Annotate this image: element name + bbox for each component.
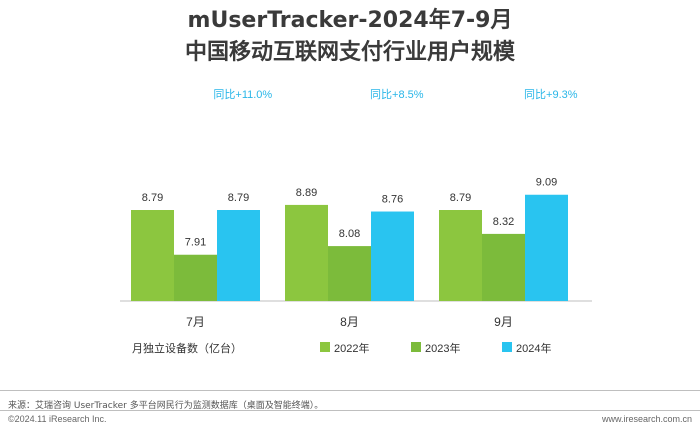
bar-9月-2022年: [439, 210, 482, 301]
growth-label-9月: 同比+9.3%: [524, 88, 578, 101]
value-label-9月-2022年: 8.79: [450, 192, 471, 204]
chart-title-line1: mUserTracker-2024年7-9月: [187, 8, 513, 33]
value-label-9月-2024年: 9.09: [536, 177, 557, 189]
y-axis-label: 月独立设备数（亿台）: [132, 341, 242, 355]
bar-8月-2023年: [328, 246, 371, 301]
growth-label-7月: 同比+11.0%: [213, 88, 272, 101]
category-label-7月: 7月: [186, 315, 205, 329]
bar-7月-2024年: [217, 210, 260, 301]
legend-label-2023年: 2023年: [425, 341, 460, 355]
legend-label-2022年: 2022年: [334, 341, 369, 355]
value-label-9月-2023年: 8.32: [493, 216, 514, 228]
value-label-7月-2023年: 7.91: [185, 237, 206, 249]
bar-9月-2023年: [482, 233, 525, 301]
bar-7月-2022年: [131, 210, 174, 301]
bar-8月-2024年: [371, 211, 414, 301]
value-label-8月-2022年: 8.89: [296, 187, 317, 199]
growth-label-8月: 同比+8.5%: [370, 88, 424, 101]
legend-swatch-2023年: [411, 342, 421, 352]
legend-swatch-2024年: [502, 342, 512, 352]
chart-title-line2: 中国移动互联网支付行业用户规模: [184, 40, 515, 65]
footer-divider-bottom: [0, 410, 700, 411]
legend-label-2024年: 2024年: [516, 341, 551, 355]
legend-swatch-2022年: [320, 342, 330, 352]
bar-9月-2024年: [525, 194, 568, 301]
footer-divider-top: [0, 390, 700, 391]
bar-8月-2022年: [285, 204, 328, 301]
category-label-8月: 8月: [340, 315, 359, 329]
copyright: ©2024.11 iResearch Inc.: [8, 414, 107, 424]
website: www.iresearch.com.cn: [601, 414, 692, 424]
source-note: 来源：艾瑞咨询 UserTracker 多平台网民行为监测数据库（桌面及智能终端…: [8, 401, 324, 411]
value-label-8月-2024年: 8.76: [382, 194, 403, 206]
value-label-7月-2024年: 8.79: [228, 192, 249, 204]
bar-7月-2023年: [174, 254, 217, 301]
category-label-9月: 9月: [494, 315, 513, 329]
value-label-7月-2022年: 8.79: [142, 192, 163, 204]
value-label-8月-2023年: 8.08: [339, 228, 360, 240]
